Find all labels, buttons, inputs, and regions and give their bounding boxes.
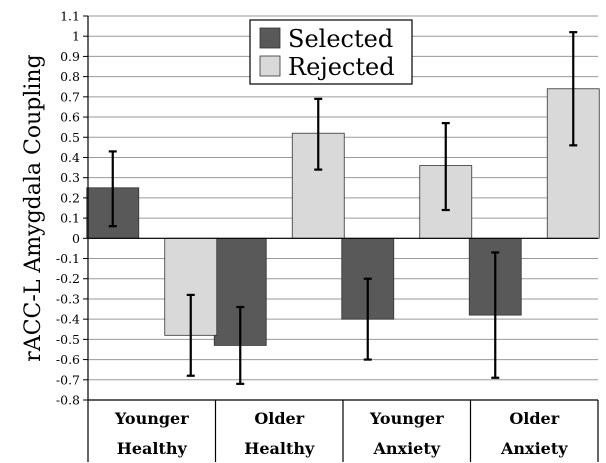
y-tick-label: 0.4	[60, 150, 80, 165]
axes	[83, 15, 599, 462]
category-labels: Younger Healthy Older Healthy Younger Anxiety…	[114, 409, 568, 458]
y-tick-label: 0.3	[60, 170, 80, 185]
category-label-3-line-1: Anxiety	[500, 439, 568, 458]
y-tick-label: 0	[72, 231, 80, 246]
legend-label-selected: Selected	[288, 25, 393, 53]
y-tick-label: -0.1	[56, 251, 80, 266]
y-tick-label: 0.2	[60, 190, 80, 205]
y-tick-label: -0.3	[56, 291, 80, 306]
error-bars	[108, 31, 578, 385]
y-axis-label: rACC-L Amygdala Coupling	[21, 54, 46, 361]
category-label-2-line-0: Younger	[369, 409, 444, 428]
category-label-1-line-0: Older	[254, 409, 304, 428]
category-label-3-line-0: Older	[509, 409, 559, 428]
bars	[86, 88, 600, 346]
y-tick-label: 0.6	[60, 110, 80, 125]
category-label-0-line-1: Healthy	[117, 439, 188, 458]
y-tick-label: 0.7	[60, 89, 80, 104]
y-tick-label: -0.8	[56, 393, 80, 408]
y-tick-label: 0.9	[60, 49, 80, 64]
y-tick-label: 1.1	[60, 9, 80, 24]
y-tick-label: 0.5	[60, 130, 80, 145]
y-tick-label: -0.4	[56, 312, 80, 327]
y-tick-label: -0.7	[56, 372, 80, 387]
legend-swatch-rejected	[259, 55, 281, 77]
category-label-2-line-1: Anxiety	[372, 439, 440, 458]
legend-label-rejected: Rejected	[288, 53, 395, 81]
y-tick-label: -0.5	[56, 332, 80, 347]
y-tick-label: 0.1	[60, 211, 80, 226]
category-label-0-line-0: Younger	[114, 409, 189, 428]
y-tick-label: -0.2	[56, 271, 80, 286]
y-tick-label: 0.8	[60, 69, 80, 84]
y-tick-label: -0.6	[56, 352, 80, 367]
category-label-1-line-1: Healthy	[244, 439, 315, 458]
y-tick-labels: -0.8 -0.7 -0.6 -0.5 -0.4 -0.3 -0.2 -0.1 0 0.1 0.2 0…	[56, 9, 80, 408]
legend-swatch-selected	[259, 27, 281, 49]
y-tick-label: 1	[72, 29, 80, 44]
